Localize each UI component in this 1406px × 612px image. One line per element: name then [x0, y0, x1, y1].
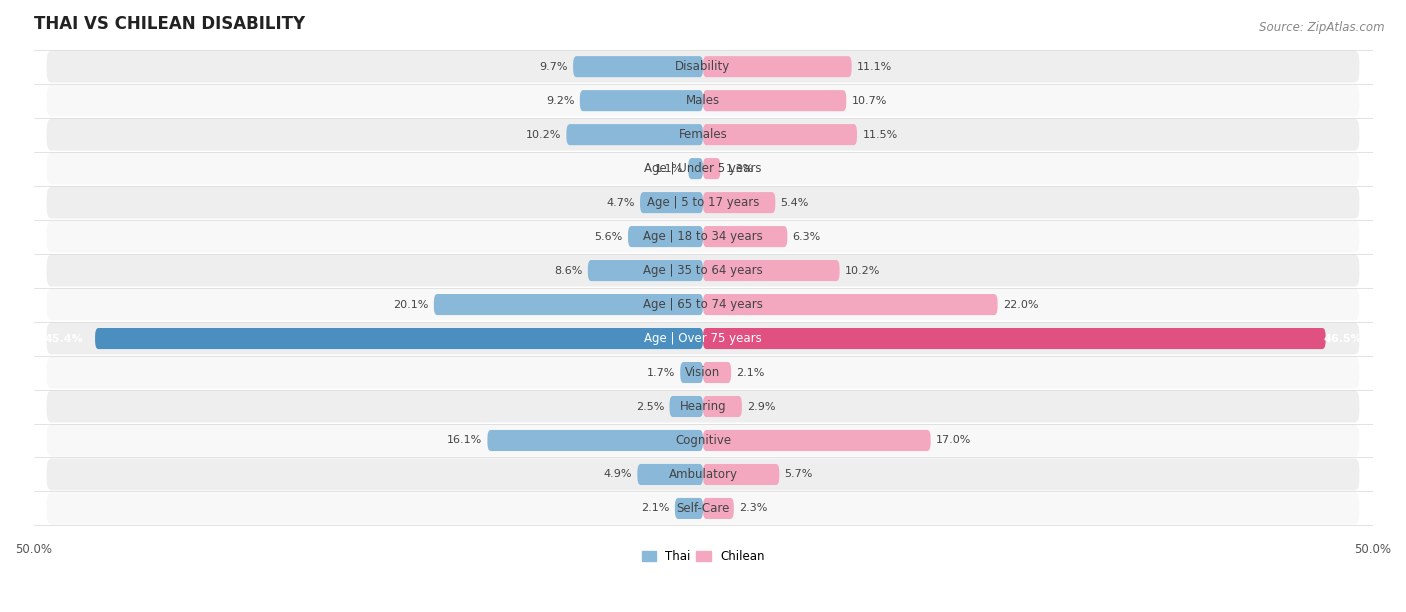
- FancyBboxPatch shape: [46, 357, 1360, 389]
- Text: 46.5%: 46.5%: [1323, 334, 1362, 343]
- Text: Age | Over 75 years: Age | Over 75 years: [644, 332, 762, 345]
- Text: Age | 5 to 17 years: Age | 5 to 17 years: [647, 196, 759, 209]
- FancyBboxPatch shape: [703, 464, 779, 485]
- FancyBboxPatch shape: [46, 390, 1360, 422]
- FancyBboxPatch shape: [669, 396, 703, 417]
- FancyBboxPatch shape: [703, 430, 931, 451]
- FancyBboxPatch shape: [628, 226, 703, 247]
- Text: Hearing: Hearing: [679, 400, 727, 413]
- FancyBboxPatch shape: [637, 464, 703, 485]
- FancyBboxPatch shape: [703, 158, 720, 179]
- Text: 45.4%: 45.4%: [44, 334, 83, 343]
- FancyBboxPatch shape: [703, 90, 846, 111]
- Text: Ambulatory: Ambulatory: [668, 468, 738, 481]
- Text: 4.7%: 4.7%: [606, 198, 634, 207]
- Text: 1.1%: 1.1%: [655, 163, 683, 174]
- Text: 16.1%: 16.1%: [447, 436, 482, 446]
- Text: 11.1%: 11.1%: [858, 62, 893, 72]
- Text: Age | Under 5 years: Age | Under 5 years: [644, 162, 762, 175]
- Text: 10.7%: 10.7%: [852, 95, 887, 106]
- Text: Vision: Vision: [685, 366, 721, 379]
- Text: 11.5%: 11.5%: [862, 130, 897, 140]
- FancyBboxPatch shape: [434, 294, 703, 315]
- Text: 9.7%: 9.7%: [540, 62, 568, 72]
- FancyBboxPatch shape: [46, 84, 1360, 117]
- Text: 2.1%: 2.1%: [737, 368, 765, 378]
- FancyBboxPatch shape: [703, 192, 775, 213]
- FancyBboxPatch shape: [46, 220, 1360, 253]
- FancyBboxPatch shape: [488, 430, 703, 451]
- FancyBboxPatch shape: [46, 152, 1360, 185]
- Text: 2.3%: 2.3%: [740, 504, 768, 513]
- FancyBboxPatch shape: [703, 124, 858, 145]
- Text: Cognitive: Cognitive: [675, 434, 731, 447]
- Legend: Thai, Chilean: Thai, Chilean: [637, 545, 769, 568]
- Text: Males: Males: [686, 94, 720, 107]
- Text: 2.9%: 2.9%: [747, 401, 776, 411]
- Text: 10.2%: 10.2%: [845, 266, 880, 275]
- Text: THAI VS CHILEAN DISABILITY: THAI VS CHILEAN DISABILITY: [34, 15, 305, 33]
- FancyBboxPatch shape: [703, 260, 839, 281]
- FancyBboxPatch shape: [703, 226, 787, 247]
- FancyBboxPatch shape: [46, 458, 1360, 490]
- Text: Disability: Disability: [675, 60, 731, 73]
- Text: 20.1%: 20.1%: [394, 299, 429, 310]
- Text: 9.2%: 9.2%: [546, 95, 575, 106]
- Text: Self-Care: Self-Care: [676, 502, 730, 515]
- FancyBboxPatch shape: [681, 362, 703, 383]
- Text: 10.2%: 10.2%: [526, 130, 561, 140]
- FancyBboxPatch shape: [703, 362, 731, 383]
- FancyBboxPatch shape: [588, 260, 703, 281]
- FancyBboxPatch shape: [46, 119, 1360, 151]
- FancyBboxPatch shape: [703, 498, 734, 519]
- FancyBboxPatch shape: [96, 328, 703, 349]
- Text: Age | 35 to 64 years: Age | 35 to 64 years: [643, 264, 763, 277]
- Text: 22.0%: 22.0%: [1002, 299, 1039, 310]
- FancyBboxPatch shape: [46, 255, 1360, 286]
- FancyBboxPatch shape: [574, 56, 703, 77]
- Text: Age | 18 to 34 years: Age | 18 to 34 years: [643, 230, 763, 243]
- FancyBboxPatch shape: [703, 328, 1326, 349]
- Text: 6.3%: 6.3%: [793, 231, 821, 242]
- FancyBboxPatch shape: [579, 90, 703, 111]
- FancyBboxPatch shape: [567, 124, 703, 145]
- FancyBboxPatch shape: [703, 396, 742, 417]
- Text: 1.7%: 1.7%: [647, 368, 675, 378]
- Text: 4.9%: 4.9%: [603, 469, 633, 479]
- Text: 2.1%: 2.1%: [641, 504, 669, 513]
- FancyBboxPatch shape: [689, 158, 703, 179]
- FancyBboxPatch shape: [46, 425, 1360, 457]
- Text: Source: ZipAtlas.com: Source: ZipAtlas.com: [1260, 21, 1385, 34]
- Text: Females: Females: [679, 128, 727, 141]
- Text: 5.6%: 5.6%: [595, 231, 623, 242]
- FancyBboxPatch shape: [46, 323, 1360, 354]
- Text: Age | 65 to 74 years: Age | 65 to 74 years: [643, 298, 763, 311]
- FancyBboxPatch shape: [640, 192, 703, 213]
- Text: 17.0%: 17.0%: [936, 436, 972, 446]
- FancyBboxPatch shape: [46, 493, 1360, 524]
- Text: 2.5%: 2.5%: [636, 401, 664, 411]
- FancyBboxPatch shape: [46, 289, 1360, 321]
- FancyBboxPatch shape: [46, 51, 1360, 83]
- FancyBboxPatch shape: [46, 187, 1360, 218]
- FancyBboxPatch shape: [703, 56, 852, 77]
- FancyBboxPatch shape: [703, 294, 998, 315]
- Text: 5.4%: 5.4%: [780, 198, 808, 207]
- Text: 8.6%: 8.6%: [554, 266, 582, 275]
- FancyBboxPatch shape: [675, 498, 703, 519]
- Text: 1.3%: 1.3%: [725, 163, 754, 174]
- Text: 5.7%: 5.7%: [785, 469, 813, 479]
